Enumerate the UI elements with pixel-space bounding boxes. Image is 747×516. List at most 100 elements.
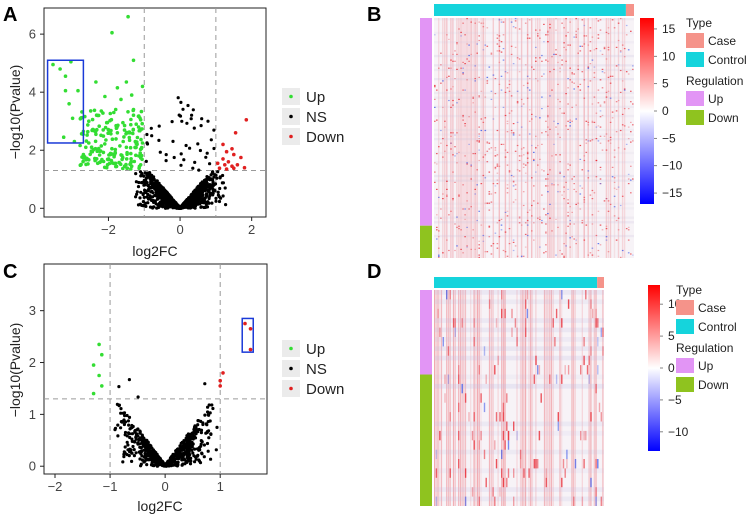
heatmap-cell	[561, 194, 563, 196]
heatmap-cell	[597, 365, 599, 375]
heatmap-cell	[496, 163, 499, 165]
ns-point	[185, 448, 189, 452]
ns-point	[210, 403, 214, 407]
heatmap-cell	[559, 249, 561, 252]
ns-point	[187, 196, 191, 200]
ns-point	[156, 455, 160, 459]
heatmap-cell	[506, 215, 509, 217]
ns-point	[179, 205, 183, 209]
ns-point	[186, 459, 191, 463]
heatmap-cell	[436, 89, 438, 91]
heatmap-cell	[553, 53, 555, 55]
legend-label-control: Control	[708, 53, 747, 67]
heatmap-cell	[490, 53, 493, 55]
ns-point	[142, 460, 146, 464]
heatmap-cell	[486, 45, 489, 47]
heatmap-cell	[504, 114, 507, 117]
up-point	[122, 128, 127, 132]
heatmap-cell	[502, 430, 505, 441]
heatmap-cell	[627, 138, 630, 140]
ns-point	[215, 176, 219, 180]
heatmap-cell	[508, 170, 511, 172]
ns-point	[128, 427, 132, 431]
heatmap-cell	[468, 412, 470, 422]
heatmap-cell	[495, 318, 498, 328]
heatmap-cell	[498, 45, 501, 47]
heatmap-cell	[533, 200, 535, 202]
heatmap-cell	[518, 222, 521, 224]
up-point	[118, 144, 122, 148]
heatmap-cell	[547, 185, 549, 187]
ns-point	[206, 405, 210, 409]
up-point	[97, 160, 102, 165]
heatmap-cell	[512, 181, 515, 183]
heatmap-cell	[490, 193, 493, 195]
heatmap-cell	[458, 28, 460, 30]
heatmap-cell	[567, 188, 569, 190]
heatmap-cell	[599, 29, 602, 31]
up-point	[101, 128, 105, 132]
heatmap-column	[458, 18, 460, 258]
heatmap-cell	[516, 255, 519, 257]
ns-point	[157, 124, 161, 128]
ns-point	[123, 414, 127, 418]
heatmap-cell	[464, 123, 466, 125]
heatmap-cell	[488, 209, 491, 211]
heatmap-cell	[468, 44, 470, 46]
ns-point	[145, 142, 150, 146]
ns-point	[128, 435, 132, 440]
heatmap-cell	[535, 60, 537, 62]
heatmap-cell	[555, 49, 557, 51]
heatmap-cell	[442, 156, 444, 158]
heatmap-cell	[623, 88, 626, 90]
heatmap-cell	[625, 228, 628, 230]
heatmap-cell	[553, 68, 555, 70]
heatmap-cell	[447, 374, 450, 384]
ns-point	[209, 184, 213, 188]
heatmap-cell	[510, 110, 513, 112]
heatmap-cell	[545, 214, 547, 216]
heatmap-column	[549, 290, 551, 506]
heatmap-cell	[591, 36, 594, 38]
down-point	[223, 163, 227, 167]
heatmap-column	[463, 290, 465, 506]
heatmap-row	[434, 430, 604, 436]
heatmap-cell	[627, 126, 630, 128]
heatmap-cell	[498, 19, 501, 21]
heatmap-cell	[609, 121, 612, 123]
heatmap-cell	[444, 150, 446, 152]
heatmap-cell	[476, 52, 478, 54]
legend-swatch-case	[676, 300, 694, 315]
heatmap-cell	[486, 251, 489, 253]
heatmap-cell	[476, 140, 478, 142]
heatmap-cell	[519, 449, 522, 460]
heatmap-cell	[615, 239, 618, 241]
heatmap-cell	[511, 327, 513, 337]
up-point	[103, 94, 107, 99]
heatmap-cell	[484, 96, 487, 98]
ns-point	[182, 451, 186, 455]
heatmap-cell	[617, 217, 620, 219]
heatmap-cell	[456, 153, 458, 155]
heatmap-cell	[591, 103, 594, 105]
heatmap-cell	[511, 308, 513, 319]
heatmap-cell	[553, 143, 555, 145]
up-point	[103, 125, 108, 130]
ns-point	[175, 447, 179, 451]
legend-marker	[289, 94, 293, 99]
y-tick-label: 1	[29, 407, 36, 422]
heatmap-cell	[549, 23, 551, 25]
heatmap-cell	[600, 412, 602, 422]
ns-point	[193, 204, 197, 208]
heatmap-cell	[504, 211, 507, 213]
heatmap-cell	[478, 138, 480, 140]
legend-label-ns: NS	[306, 109, 327, 126]
up-point	[120, 157, 124, 162]
heatmap-cell	[434, 34, 436, 36]
heatmap-cell	[488, 236, 491, 238]
heatmap-cell	[440, 217, 442, 219]
heatmap-cell	[438, 236, 440, 238]
heatmap-cell	[439, 327, 441, 337]
heatmap-cell	[615, 219, 618, 222]
heatmap-cell	[446, 180, 448, 182]
